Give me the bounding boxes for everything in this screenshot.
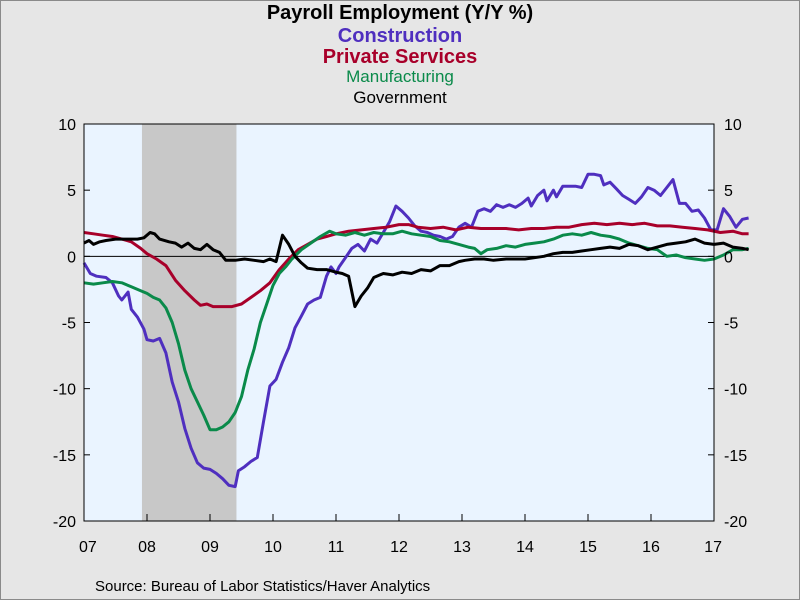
series-line-private-services xyxy=(83,221,749,309)
recession-band xyxy=(141,124,237,521)
x-tick-label: 09 xyxy=(201,539,219,556)
series-line-government xyxy=(83,231,749,309)
x-tick-label: 07 xyxy=(79,539,97,556)
y-tick-label-left: -5 xyxy=(62,316,76,333)
source-note: Source: Bureau of Labor Statistics/Haver… xyxy=(95,578,431,595)
y-tick-label-right: -20 xyxy=(724,514,747,531)
legend-entry-construction: Construction xyxy=(337,25,463,47)
y-tick-label-right: -5 xyxy=(724,316,738,333)
y-tick-label-left: -15 xyxy=(53,448,76,465)
y-tick-label-left: -20 xyxy=(53,514,76,531)
legend-entry-manufacturing: Manufacturing xyxy=(346,67,454,86)
y-tick-label-right: -15 xyxy=(724,448,747,465)
y-tick-label-right: 0 xyxy=(724,249,733,266)
y-tick-label-left: 5 xyxy=(67,183,76,200)
y-tick-label-right: 10 xyxy=(724,117,742,134)
series-line-manufacturing xyxy=(83,229,749,432)
chart-title: Payroll Employment (Y/Y %) xyxy=(266,2,534,24)
x-tick-label: 16 xyxy=(642,539,660,556)
x-tick-label: 13 xyxy=(453,539,471,556)
x-tick-label: 15 xyxy=(579,539,597,556)
y-tick-label-left: -10 xyxy=(53,382,76,399)
y-tick-label-left: 10 xyxy=(58,117,76,134)
x-tick-label: 17 xyxy=(704,539,722,556)
y-tick-label-right: 5 xyxy=(724,183,733,200)
x-tick-label: 14 xyxy=(516,539,534,556)
x-tick-label: 08 xyxy=(138,539,156,556)
x-tick-label: 12 xyxy=(390,539,408,556)
x-tick-label: 11 xyxy=(328,539,345,556)
x-tick-label: 10 xyxy=(264,539,282,556)
y-tick-label-right: -10 xyxy=(724,382,747,399)
legend-entry-private-services: Private Services xyxy=(322,46,478,68)
legend-entry-government: Government xyxy=(353,88,447,107)
y-tick-label-left: 0 xyxy=(67,249,76,266)
